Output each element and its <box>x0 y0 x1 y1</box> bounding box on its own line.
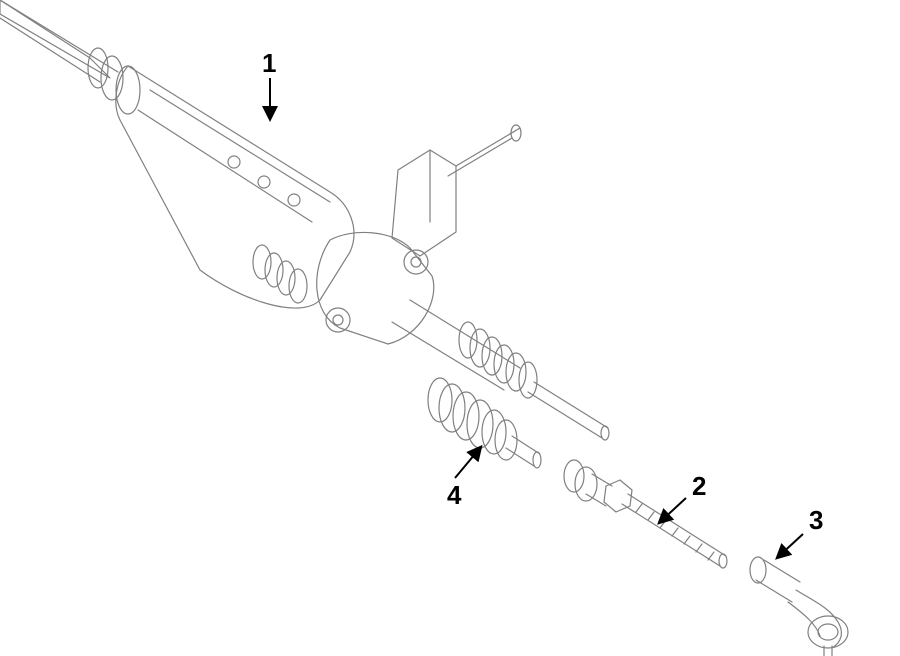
part-boot <box>428 378 541 468</box>
callout-arrow-3 <box>778 534 803 557</box>
part-outer-tie-rod-end <box>750 557 848 656</box>
callout-label-4: 4 <box>447 482 461 508</box>
diagram-stage: 1 2 3 4 <box>0 0 900 656</box>
callout-label-1: 1 <box>262 50 276 76</box>
parts-illustration <box>0 0 900 656</box>
callout-label-3: 3 <box>809 507 823 533</box>
callout-arrow-4 <box>455 448 480 478</box>
callout-arrow-2 <box>660 498 686 522</box>
callout-label-2: 2 <box>692 473 706 499</box>
